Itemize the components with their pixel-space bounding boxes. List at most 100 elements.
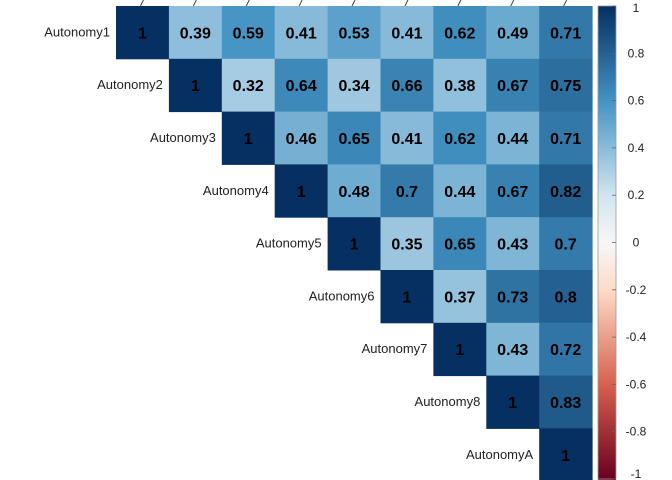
colorbar-band [598,304,616,308]
cell-value-label: 1 [297,184,306,201]
colorbar-band [598,20,616,24]
colorbar-band [598,179,616,182]
colorbar-band [598,81,616,85]
cell-Autonomy2-Autonomy7 [433,58,487,113]
colorbar-band [598,394,616,398]
colorbar-band [598,413,616,417]
cell-Autonomy7-Autonomy7 [433,322,487,377]
colorbar-band [598,84,616,88]
heatmap-cells: 1 0.39 0.59 0.41 0.53 0.41 0.62 0.49 0.711 0.32 0.… [116,0,593,480]
cell-value-label: 0.43 [497,342,528,359]
cell-value-label: 1 [508,395,517,412]
colorbar-tick-label: -0.2 [626,283,647,297]
colorbar-band [598,373,616,377]
colorbar-band [598,152,616,156]
colorbar-band [598,43,616,47]
colorbar-band [598,425,616,429]
cell-Autonomy5-Autonomy7 [433,217,487,271]
cell-value-label: 0.65 [338,131,369,148]
cell-Autonomy8-AutonomyA [539,375,593,429]
colorbar-band [598,295,616,299]
colorbar-band [598,418,616,422]
colorbar-band [598,316,616,320]
colorbar-band [598,155,616,159]
colorbar-band [598,195,616,199]
colorbar-band [598,15,616,19]
colorbar-band [598,8,616,12]
colorbar-band [598,461,616,465]
colorbar-tick-label: -0.4 [626,330,647,344]
cell-value-label: 1 [191,78,200,95]
colorbar-band [598,342,616,346]
colorbar-band [598,190,616,194]
row-label-Autonomy2: Autonomy2 [97,77,163,92]
cell-Autonomy1-Autonomy8 [486,6,540,60]
cell-Autonomy4-AutonomyA [539,164,593,218]
colorbar-band [598,387,616,391]
colorbar-band [598,6,616,9]
colorbar-band [598,363,616,367]
colorbar-band [598,233,616,237]
cell-Autonomy1-Autonomy3 [221,6,276,60]
cell-value-label: 0.53 [338,25,369,42]
cell-Autonomy1-Autonomy7 [433,6,487,60]
colorbar-band [598,74,616,78]
colorbar-band [598,359,616,363]
colorbar-band [598,247,616,251]
colorbar-band [598,288,616,291]
colorbar-band [598,181,616,185]
colorbar-band [598,209,616,213]
colorbar-band [598,171,616,175]
colorbar-band [598,463,616,467]
colorbar-band [598,285,616,289]
colorbar-band [598,216,616,220]
colorbar-band [598,119,616,123]
cell-value-label: 0.44 [497,131,528,148]
colorbar-band [598,370,616,374]
colorbar-band [598,273,616,277]
colorbar-band [598,302,616,306]
column-tick-Autonomy6 [404,0,409,7]
cell-value-label: 0.41 [286,25,317,42]
colorbar-band [598,176,616,180]
colorbar-band [598,356,616,360]
column-tick-Autonomy2 [192,0,197,7]
cell-Autonomy4-Autonomy6 [380,164,434,218]
colorbar-band [598,136,616,140]
cell-value-label: 0.8 [555,289,577,306]
cell-value-label: 0.49 [497,25,528,42]
colorbar-band [598,434,616,438]
cell-Autonomy4-Autonomy7 [433,164,487,218]
row-label-AutonomyA: AutonomyA [466,447,534,462]
row-label-Autonomy6: Autonomy6 [309,288,375,303]
cell-value-label: 0.34 [338,78,369,95]
colorbar-band [598,29,616,33]
cell-value-label: 0.67 [497,184,528,201]
cell-Autonomy4-Autonomy5 [327,164,381,218]
colorbar-band [598,401,616,405]
colorbar-band [598,65,616,69]
colorbar-band [598,375,616,379]
colorbar-band [598,160,616,164]
colorbar-band [598,408,616,412]
cell-Autonomy2-Autonomy8 [486,58,540,113]
colorbar-band [598,475,616,479]
colorbar-band [598,141,616,145]
colorbar-band [598,328,616,332]
cell-value-label: 0.38 [444,78,475,95]
column-tick-Autonomy4 [298,0,303,7]
colorbar-band [598,283,616,287]
colorbar-band [598,145,616,149]
colorbar-band [598,271,616,275]
cell-Autonomy1-Autonomy2 [168,6,223,60]
colorbar-band [598,224,616,228]
colorbar-band [598,453,616,457]
colorbar-band [598,167,616,171]
colorbar-tick-label: 0.6 [628,94,645,108]
row-label-Autonomy1: Autonomy1 [44,24,110,39]
cell-Autonomy3-Autonomy3 [221,111,276,165]
cell-value-label: 0.83 [550,395,581,412]
colorbar-band [598,470,616,474]
cell-value-label: 0.75 [550,78,581,95]
colorbar-band [598,366,616,370]
